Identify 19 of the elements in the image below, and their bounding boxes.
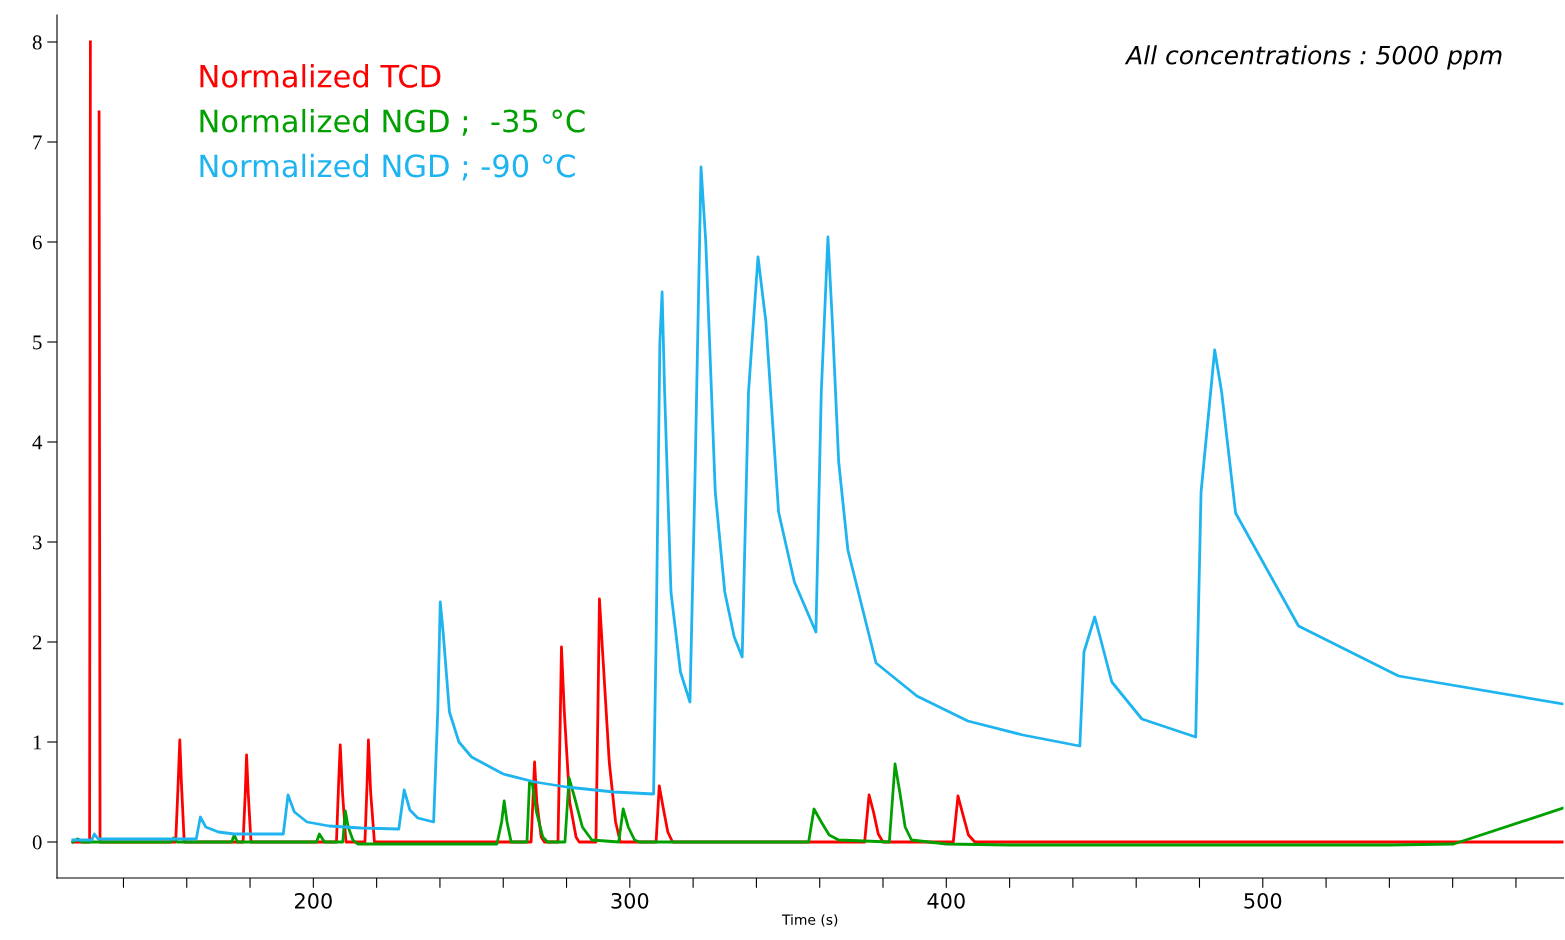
y-tick-label: 3	[33, 535, 42, 550]
y-tick-label: 0	[32, 835, 42, 850]
x-tick-label: 500	[1244, 892, 1282, 909]
y-tick-label: 8	[32, 35, 42, 50]
annotation: All concentrations : 5000 ppm	[1124, 45, 1502, 70]
text: Normalized NGD ; -35 °C	[200, 108, 585, 136]
y-tick-label: 4	[32, 435, 43, 450]
y-tick-label: 2	[32, 635, 42, 650]
text: Normalized NGD ; -90 °C	[200, 153, 575, 181]
text: Normalized TCD	[200, 64, 441, 88]
x-tick-label: 400	[927, 892, 965, 909]
line-series	[71, 762, 1564, 847]
x-tick-label: 300	[611, 892, 649, 909]
y-tick-label: 6	[32, 235, 42, 250]
x-tick-label: 200	[294, 892, 332, 909]
y-tick-label: 7	[33, 135, 42, 150]
y-tick-label: 1	[33, 735, 42, 750]
y-tick-label: 5	[33, 335, 42, 350]
x-axis-title: Time (s)	[781, 914, 838, 927]
